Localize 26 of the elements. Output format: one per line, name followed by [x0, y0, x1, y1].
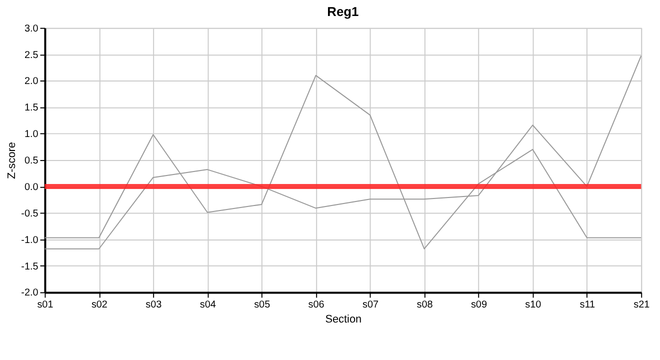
x-tick-label: s02 [91, 300, 108, 311]
y-tick-label: 0.0 [24, 182, 39, 193]
x-tick-label: s06 [308, 300, 325, 311]
y-tick-label: 0.5 [24, 156, 39, 167]
x-tick-label: s09 [470, 300, 488, 311]
y-tick-label: -0.5 [21, 208, 39, 220]
y-tick-label: 2.0 [24, 76, 39, 88]
y-tick-label: 1.0 [24, 129, 39, 140]
y-axis-title: Z-score [6, 142, 18, 180]
x-axis-title: Section [325, 314, 362, 326]
x-tick-label: s21 [634, 300, 650, 311]
chart-title: Reg1 [327, 4, 359, 19]
y-tick-label: 2.5 [24, 50, 39, 61]
y-tick-label: 3.0 [24, 23, 39, 34]
y-tick-label: -2.0 [21, 288, 39, 299]
y-tick-label: -1.5 [21, 261, 39, 272]
x-tick-label: s01 [37, 300, 54, 311]
y-tick-label: 1.5 [24, 102, 39, 114]
x-tick-label: s04 [200, 300, 216, 311]
x-tick-label: s10 [525, 300, 542, 311]
x-tick-label: s08 [416, 300, 434, 311]
y-tick-label: -1.0 [21, 234, 39, 246]
x-tick-label: s05 [254, 300, 271, 311]
x-tick-label: s03 [146, 300, 162, 311]
x-tick-label: s11 [580, 300, 596, 311]
x-tick-label: s07 [362, 300, 380, 311]
